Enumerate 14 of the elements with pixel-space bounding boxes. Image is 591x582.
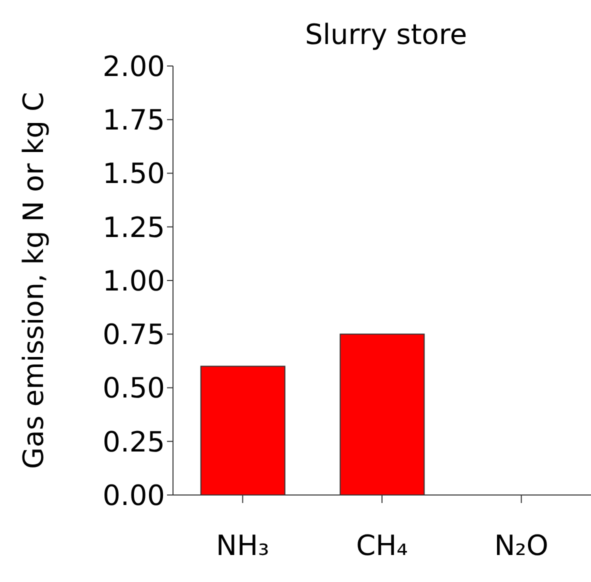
y-tick-label: 0.50 [102, 372, 165, 405]
y-tick-label: 1.50 [102, 157, 165, 190]
y-tick-label: 0.00 [102, 478, 165, 512]
y-tick-label: 2.00 [102, 50, 165, 83]
x-tick-label: N₂O [494, 528, 548, 562]
y-tick-label: 1.00 [102, 264, 165, 298]
y-tick-label: 0.25 [102, 425, 165, 458]
y-axis-title: Gas emission, kg N or kg C [16, 92, 50, 469]
y-tick-label: 1.25 [102, 210, 165, 244]
y-tick-label: 0.75 [102, 318, 165, 352]
y-tick-label: 1.75 [102, 104, 165, 137]
chart-title: Slurry store [304, 18, 468, 51]
x-tick-label: NH₃ [216, 528, 270, 562]
x-tick-label: CH₄ [356, 528, 408, 562]
